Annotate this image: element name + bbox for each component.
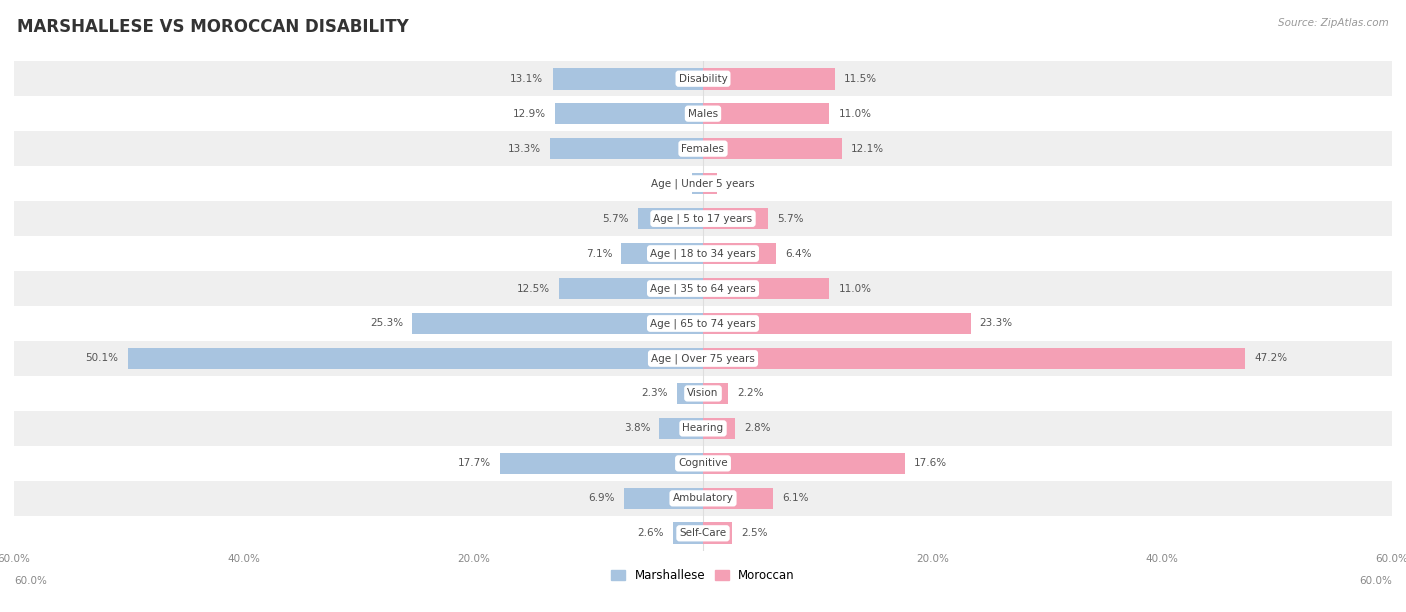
Text: 2.8%: 2.8% [744, 424, 770, 433]
Bar [14, 166, 1392, 201]
Text: 5.7%: 5.7% [602, 214, 628, 223]
Bar [14, 271, 1392, 306]
Text: 17.7%: 17.7% [457, 458, 491, 468]
Bar [555, 103, 703, 124]
Text: Age | Over 75 years: Age | Over 75 years [651, 353, 755, 364]
Text: Ambulatory: Ambulatory [672, 493, 734, 503]
Text: 12.5%: 12.5% [517, 283, 550, 294]
Bar [703, 173, 717, 195]
Text: Age | Under 5 years: Age | Under 5 years [651, 178, 755, 189]
Text: 60.0%: 60.0% [1360, 576, 1392, 586]
Bar [14, 411, 1392, 446]
Bar [637, 207, 703, 230]
Bar [14, 341, 1392, 376]
Text: 6.4%: 6.4% [786, 248, 813, 258]
Bar [14, 516, 1392, 551]
Bar [703, 313, 970, 334]
Text: 11.0%: 11.0% [838, 283, 872, 294]
Bar [703, 138, 842, 160]
Text: 3.8%: 3.8% [624, 424, 650, 433]
Bar [14, 131, 1392, 166]
Bar [14, 201, 1392, 236]
Text: Males: Males [688, 109, 718, 119]
Text: Disability: Disability [679, 73, 727, 84]
Bar [703, 278, 830, 299]
Text: Cognitive: Cognitive [678, 458, 728, 468]
Bar [676, 382, 703, 405]
Bar [621, 243, 703, 264]
Text: 2.5%: 2.5% [741, 528, 768, 539]
Text: 12.9%: 12.9% [513, 109, 546, 119]
Text: Self-Care: Self-Care [679, 528, 727, 539]
Bar [499, 452, 703, 474]
Bar [624, 488, 703, 509]
Bar [412, 313, 703, 334]
Bar [703, 243, 776, 264]
Text: Females: Females [682, 144, 724, 154]
Text: Age | 35 to 64 years: Age | 35 to 64 years [650, 283, 756, 294]
Bar [703, 488, 773, 509]
Bar [703, 103, 830, 124]
Text: 5.7%: 5.7% [778, 214, 804, 223]
Text: 2.2%: 2.2% [738, 389, 763, 398]
Bar [128, 348, 703, 369]
Text: 23.3%: 23.3% [980, 318, 1012, 329]
Bar [692, 173, 703, 195]
Bar [703, 452, 905, 474]
Text: 1.2%: 1.2% [725, 179, 752, 188]
Text: Vision: Vision [688, 389, 718, 398]
Text: 17.6%: 17.6% [914, 458, 948, 468]
Text: Age | 5 to 17 years: Age | 5 to 17 years [654, 214, 752, 224]
Bar [703, 417, 735, 439]
Text: MARSHALLESE VS MOROCCAN DISABILITY: MARSHALLESE VS MOROCCAN DISABILITY [17, 18, 409, 36]
Bar [703, 207, 769, 230]
Text: 13.3%: 13.3% [508, 144, 541, 154]
Bar [14, 446, 1392, 481]
Text: 0.94%: 0.94% [650, 179, 683, 188]
Bar [560, 278, 703, 299]
Text: 11.5%: 11.5% [844, 73, 877, 84]
Bar [703, 68, 835, 89]
Bar [703, 523, 731, 544]
Bar [673, 523, 703, 544]
Legend: Marshallese, Moroccan: Marshallese, Moroccan [606, 564, 800, 586]
Text: 2.6%: 2.6% [637, 528, 664, 539]
Bar [550, 138, 703, 160]
Text: 12.1%: 12.1% [851, 144, 884, 154]
Text: 25.3%: 25.3% [370, 318, 404, 329]
Bar [14, 376, 1392, 411]
Bar [703, 382, 728, 405]
Text: Age | 65 to 74 years: Age | 65 to 74 years [650, 318, 756, 329]
Text: 47.2%: 47.2% [1254, 354, 1288, 364]
Bar [14, 96, 1392, 131]
Bar [659, 417, 703, 439]
Bar [553, 68, 703, 89]
Text: 60.0%: 60.0% [14, 576, 46, 586]
Text: 11.0%: 11.0% [838, 109, 872, 119]
Bar [14, 236, 1392, 271]
Text: 6.9%: 6.9% [588, 493, 614, 503]
Text: 7.1%: 7.1% [586, 248, 612, 258]
Text: 2.3%: 2.3% [641, 389, 668, 398]
Text: Hearing: Hearing [682, 424, 724, 433]
Text: 50.1%: 50.1% [86, 354, 118, 364]
Text: Age | 18 to 34 years: Age | 18 to 34 years [650, 248, 756, 259]
Bar [703, 348, 1244, 369]
Bar [14, 61, 1392, 96]
Bar [14, 306, 1392, 341]
Text: 6.1%: 6.1% [782, 493, 808, 503]
Text: Source: ZipAtlas.com: Source: ZipAtlas.com [1278, 18, 1389, 28]
Bar [14, 481, 1392, 516]
Text: 13.1%: 13.1% [510, 73, 543, 84]
